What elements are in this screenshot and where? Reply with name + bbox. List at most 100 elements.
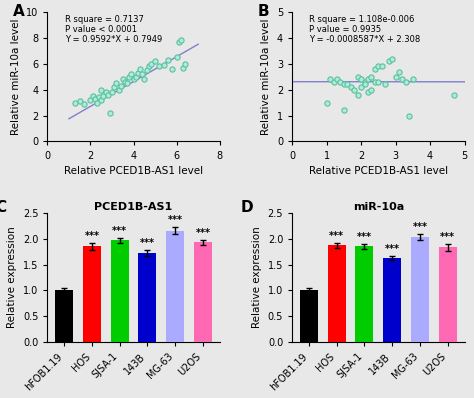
- Point: [406, 112, 413, 119]
- Bar: [55, 290, 73, 342]
- Point: [392, 74, 400, 80]
- Point: [130, 76, 137, 82]
- Point: [371, 66, 379, 72]
- Point: [119, 76, 127, 82]
- Point: [145, 63, 153, 70]
- Point: [344, 81, 351, 88]
- Point: [151, 58, 159, 64]
- Point: [102, 89, 109, 96]
- Point: [110, 84, 118, 90]
- Point: [179, 64, 187, 71]
- Point: [121, 79, 129, 85]
- Text: ***: ***: [412, 222, 428, 232]
- Point: [357, 84, 365, 90]
- Point: [350, 86, 358, 93]
- Point: [143, 67, 150, 73]
- Point: [173, 54, 181, 60]
- Point: [364, 89, 372, 96]
- Text: ***: ***: [357, 232, 372, 242]
- Point: [115, 86, 122, 93]
- Text: ***: ***: [195, 228, 210, 238]
- Point: [323, 100, 330, 106]
- Point: [340, 81, 347, 88]
- Point: [385, 58, 392, 64]
- Point: [93, 100, 101, 106]
- Point: [169, 66, 176, 72]
- X-axis label: Relative PCED1B-AS1 level: Relative PCED1B-AS1 level: [64, 166, 203, 176]
- Text: B: B: [258, 4, 269, 19]
- Point: [160, 62, 167, 68]
- Y-axis label: Relative miR-10a level: Relative miR-10a level: [10, 18, 20, 135]
- Point: [357, 76, 365, 82]
- Bar: [138, 253, 156, 342]
- Bar: [411, 237, 429, 342]
- Text: D: D: [240, 200, 253, 215]
- Point: [182, 60, 189, 67]
- Point: [382, 81, 389, 88]
- Point: [354, 74, 362, 80]
- Point: [326, 76, 334, 82]
- Text: ***: ***: [329, 231, 344, 241]
- Point: [91, 96, 99, 102]
- Point: [388, 55, 396, 62]
- Point: [402, 79, 410, 85]
- Point: [340, 107, 347, 113]
- Point: [98, 86, 105, 93]
- Point: [132, 74, 139, 80]
- Point: [374, 63, 382, 70]
- Point: [164, 57, 172, 63]
- Point: [361, 81, 368, 88]
- Point: [364, 76, 372, 82]
- Point: [138, 71, 146, 77]
- Bar: [438, 248, 456, 342]
- Title: PCED1B-AS1: PCED1B-AS1: [94, 202, 173, 212]
- Text: ***: ***: [168, 215, 182, 225]
- Text: R square = 0.7137
P value < 0.0001
Y = 0.9592*X + 0.7949: R square = 0.7137 P value < 0.0001 Y = 0…: [64, 15, 162, 44]
- Point: [177, 37, 185, 44]
- Y-axis label: Relative expression: Relative expression: [7, 226, 18, 328]
- Bar: [83, 246, 101, 342]
- Point: [112, 80, 120, 86]
- Bar: [356, 246, 374, 342]
- Point: [395, 68, 403, 75]
- Bar: [166, 231, 184, 342]
- Point: [108, 89, 116, 96]
- Text: ***: ***: [385, 244, 400, 254]
- Point: [76, 98, 83, 105]
- Text: ***: ***: [84, 231, 100, 241]
- Text: A: A: [13, 4, 25, 19]
- Point: [409, 76, 417, 82]
- Point: [368, 74, 375, 80]
- Point: [378, 63, 385, 70]
- Point: [89, 93, 96, 100]
- Point: [374, 79, 382, 85]
- Bar: [383, 258, 401, 342]
- Text: ***: ***: [440, 232, 455, 242]
- Point: [126, 74, 133, 80]
- Point: [134, 70, 142, 76]
- Point: [347, 84, 355, 90]
- Point: [123, 80, 131, 86]
- X-axis label: Relative PCED1B-AS1 level: Relative PCED1B-AS1 level: [309, 166, 448, 176]
- Text: R square = 1.108e-0.006
P value = 0.9935
Y = -0.0008587*X + 2.308: R square = 1.108e-0.006 P value = 0.9935…: [310, 15, 420, 44]
- Point: [95, 94, 103, 101]
- Point: [371, 79, 379, 85]
- Point: [337, 79, 344, 85]
- Point: [368, 86, 375, 93]
- Point: [98, 97, 105, 103]
- Point: [175, 39, 182, 45]
- Point: [106, 110, 114, 116]
- Point: [155, 63, 163, 70]
- Point: [117, 83, 125, 89]
- Point: [80, 101, 88, 107]
- Point: [104, 92, 111, 98]
- Bar: [194, 242, 212, 342]
- Y-axis label: Relative miR-10a level: Relative miR-10a level: [261, 18, 271, 135]
- Text: ***: ***: [140, 238, 155, 248]
- Point: [136, 66, 144, 72]
- Text: ***: ***: [112, 226, 127, 236]
- Point: [141, 76, 148, 82]
- Point: [354, 92, 362, 98]
- Point: [87, 97, 94, 103]
- Point: [128, 71, 135, 77]
